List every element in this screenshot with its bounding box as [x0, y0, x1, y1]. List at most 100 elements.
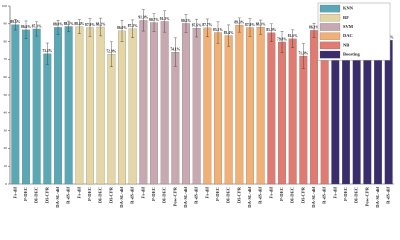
value-label: 86.3% — [309, 26, 319, 30]
bar — [43, 53, 52, 185]
error-bar — [184, 14, 188, 33]
value-label: 86.6% — [21, 25, 31, 29]
error-bar — [77, 19, 81, 34]
bar — [203, 27, 212, 185]
value-label: 91.9% — [138, 16, 148, 20]
bar — [128, 28, 137, 185]
bar — [11, 24, 20, 185]
error-bar — [205, 18, 209, 37]
error-bar — [280, 31, 284, 53]
y-tick-label: 30 — [4, 128, 8, 132]
value-label: 83.4% — [224, 31, 234, 35]
y-tick-label: 10 — [4, 164, 8, 168]
bar — [342, 39, 350, 185]
x-tick-label: DA-SL-dif — [55, 187, 60, 208]
legend-swatch — [319, 41, 341, 50]
bar — [278, 41, 286, 185]
x-tick-label: R-dS-dif — [258, 187, 263, 204]
bar — [96, 26, 105, 185]
error-bar — [269, 23, 273, 42]
error-bar — [259, 19, 263, 35]
error-bar — [152, 13, 156, 32]
bar — [235, 24, 244, 185]
x-tick-label: DI-DEC — [162, 187, 167, 203]
value-label: 87.7% — [202, 23, 212, 27]
y-tick-label: 70 — [4, 57, 8, 61]
bar — [139, 20, 148, 185]
bar — [75, 26, 84, 185]
value-label: 90.2% — [181, 19, 191, 23]
error-bar — [131, 19, 135, 38]
x-tick-label: DI-DEC — [34, 187, 39, 203]
error-bar — [195, 18, 199, 38]
error-bar — [301, 43, 305, 69]
error-bar — [13, 19, 17, 31]
bar — [107, 54, 116, 185]
value-label: 87.9% — [245, 23, 255, 27]
value-label: 90.7% — [149, 18, 159, 22]
legend-swatch — [319, 50, 341, 59]
bar — [384, 40, 393, 185]
value-label: 88.2% — [96, 22, 106, 26]
chart: 0 10 20 30 40 50 60 70 80 90 100 Fs-dif P-DEC DI-DEC D… — [2, 2, 394, 208]
value-label: 74.1% — [170, 47, 180, 51]
x-tick-label: P-DEC — [343, 187, 348, 201]
value-label: 89.5% — [10, 20, 20, 24]
value-label: 87.2% — [128, 24, 138, 28]
x-tick-label: DA-SL-dif — [247, 187, 252, 208]
value-label: 79.8% — [277, 37, 287, 41]
bar — [331, 40, 340, 185]
x-tick-label: DA-SL-dif — [375, 187, 380, 208]
x-tick-label: R-dS-dif — [386, 187, 391, 204]
error-bar — [67, 20, 71, 33]
error-bar — [45, 42, 49, 65]
value-label: 72.9% — [106, 50, 116, 54]
x-tick-label: Fs-dif — [268, 187, 273, 199]
value-label: 87.1% — [32, 24, 42, 28]
y-tick-label: 20 — [4, 146, 8, 150]
value-label: 87.9% — [85, 23, 95, 27]
x-tick-label: Fs-dif — [140, 187, 145, 199]
error-bar — [56, 20, 60, 35]
x-tick-label: P-DEC — [23, 187, 28, 201]
error-bar — [227, 24, 231, 47]
y-tick-label: 50 — [4, 93, 8, 97]
x-tick-label: Fs-dif — [204, 187, 209, 199]
error-bar — [120, 20, 124, 42]
x-tick-label: P-DEC — [279, 187, 284, 201]
x-tick-label: Fs-dif — [12, 187, 17, 199]
error-bar — [35, 21, 39, 37]
value-label: 71.9% — [298, 51, 308, 55]
bar — [299, 55, 308, 185]
error-bar — [248, 18, 252, 37]
legend-swatch — [319, 23, 341, 31]
x-tick-label: P-DEC — [215, 187, 220, 201]
legend-swatch — [319, 14, 341, 22]
page: 0 10 20 30 40 50 60 70 80 90 100 Fs-dif P-DEC DI-DEC D… — [1, 2, 395, 208]
legend-label: DAC — [343, 33, 353, 38]
y-tick-label: 80 — [4, 39, 8, 43]
legend-label: RF — [343, 15, 349, 20]
bar — [118, 30, 126, 185]
bar — [363, 56, 372, 185]
value-label: 88.4% — [74, 22, 84, 26]
x-tick-label: R-dS-dif — [194, 187, 199, 204]
bar — [160, 21, 169, 185]
bar — [54, 27, 62, 185]
x-tick-label: DI-CPR — [108, 186, 113, 203]
bar — [22, 29, 30, 185]
x-tick-label: DI-CPR — [300, 186, 305, 203]
bar — [150, 22, 158, 185]
error-bar — [173, 37, 177, 67]
value-label: 86.0% — [117, 26, 127, 30]
value-label: 81.6% — [288, 34, 298, 38]
y-tick-label: 100 — [2, 4, 8, 8]
y-tick-label: 60 — [4, 75, 8, 79]
bar — [182, 23, 190, 185]
x-tick-label: DI-DEC — [226, 187, 231, 203]
x-tick-label: R-dS-dif — [130, 187, 135, 204]
error-bar — [141, 9, 145, 32]
legend-label: KNN — [343, 6, 354, 11]
error-bar — [109, 41, 113, 67]
legend-swatch — [319, 4, 341, 13]
